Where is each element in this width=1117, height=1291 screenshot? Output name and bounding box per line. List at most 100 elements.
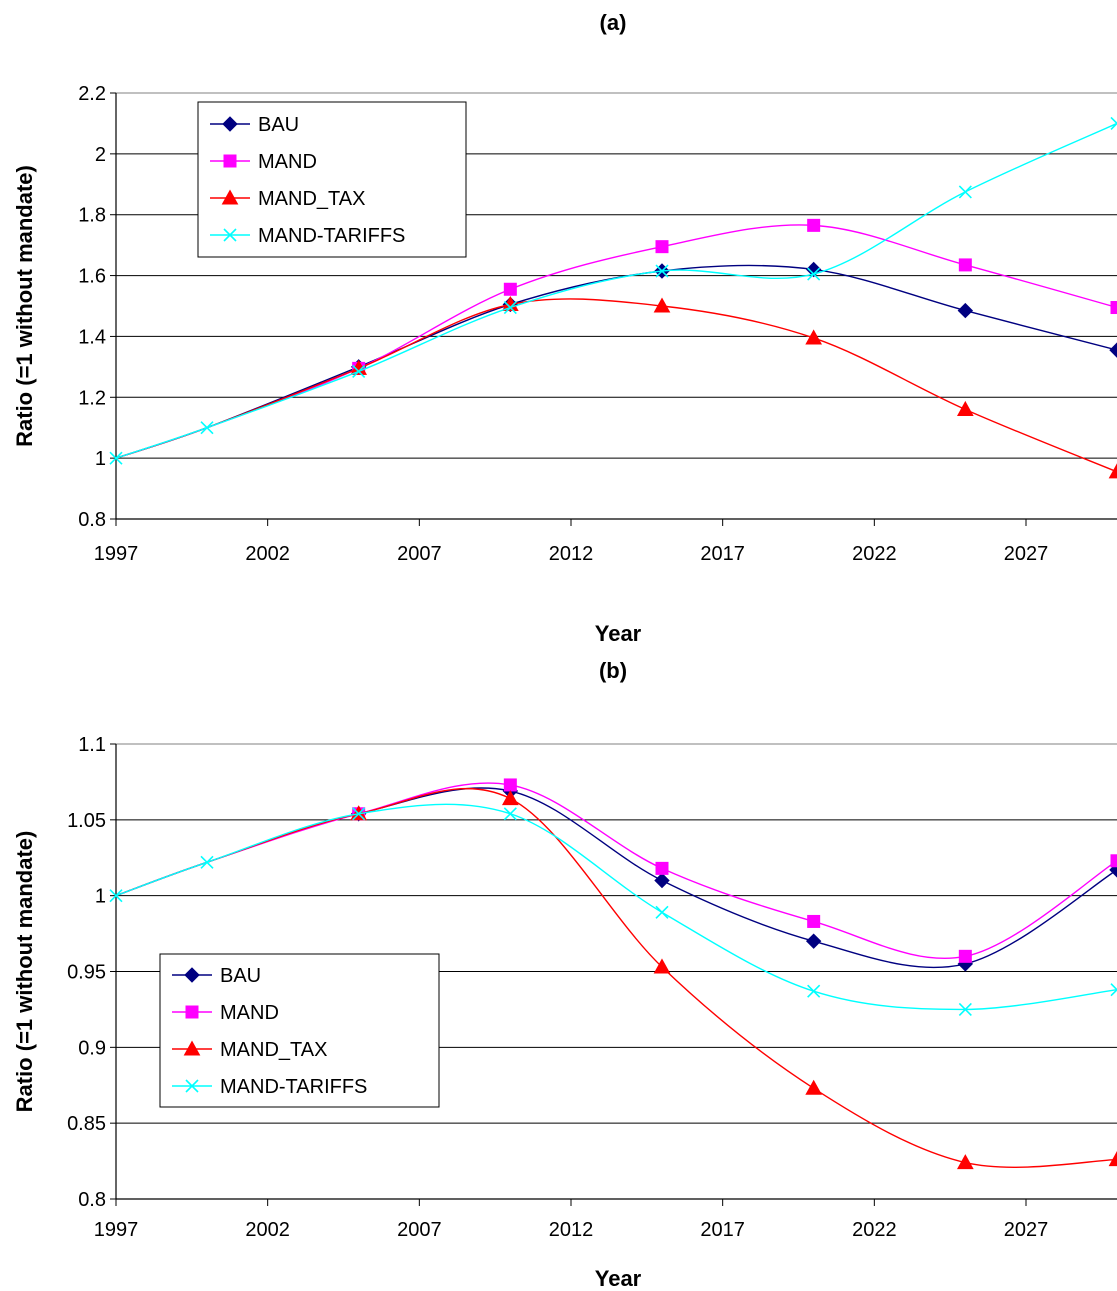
legend-marker <box>185 1005 199 1019</box>
data-point-stroke-a <box>1110 116 1117 125</box>
data-point <box>653 958 671 974</box>
y-tick-label: 1.8 <box>78 205 106 227</box>
series-line-bau <box>115 787 1117 969</box>
data-point <box>1110 301 1117 315</box>
y-axis-title: Ratio (=1 without mandate) <box>12 831 37 1113</box>
data-point <box>807 914 821 928</box>
data-point-stroke-b <box>352 807 366 821</box>
data-point <box>352 364 366 378</box>
data-point-stroke-b <box>958 185 972 199</box>
data-point <box>655 861 669 875</box>
series-bau <box>115 783 1117 972</box>
legend: BAU MAND MAND_TAX MAND-TARIFFS <box>197 101 467 258</box>
x-tick-label: 2017 <box>700 1219 745 1241</box>
data-point <box>805 1079 823 1095</box>
data-point-stroke-b <box>958 1002 972 1016</box>
y-axis-title: Ratio (=1 without mandate) <box>12 165 37 447</box>
x-tick-label: 2022 <box>852 1219 897 1241</box>
series-mand-tariffs <box>109 803 1117 1016</box>
x-tick-label: 2017 <box>700 543 745 565</box>
legend-marker <box>221 189 239 205</box>
data-point <box>109 451 123 465</box>
data-point-stroke-b <box>109 451 123 465</box>
data-point-stroke-b <box>655 264 669 278</box>
y-tick-label: 0.9 <box>78 1037 106 1059</box>
chart-title: (b) <box>599 658 627 683</box>
y-tick-label: 1 <box>95 886 106 908</box>
x-tick-label: 2002 <box>245 1219 290 1241</box>
data-point-stroke-b <box>200 421 214 435</box>
legend-label: BAU <box>258 114 299 136</box>
data-point <box>200 421 214 435</box>
data-point <box>352 807 366 821</box>
data-point <box>807 267 821 281</box>
data-point <box>1108 1151 1117 1167</box>
y-tick-label: 1.6 <box>78 266 106 288</box>
data-point <box>956 1154 974 1170</box>
data-point <box>1110 116 1117 130</box>
y-tick-label: 2.2 <box>78 83 106 105</box>
legend-marker <box>183 1040 201 1056</box>
legend: BAU MAND MAND_TAX MAND-TARIFFS <box>159 953 440 1108</box>
data-point <box>805 329 823 345</box>
data-point <box>956 400 974 416</box>
legend-box <box>159 953 440 1108</box>
x-axis-title: Year <box>595 1266 642 1291</box>
x-tick-label: 2027 <box>1004 543 1049 565</box>
data-point <box>1110 854 1117 868</box>
data-point <box>503 778 517 792</box>
x-tick-label: 2007 <box>397 1219 442 1241</box>
data-point <box>805 933 822 949</box>
data-point-stroke-b <box>503 300 517 315</box>
x-tick-label: 2002 <box>245 543 290 565</box>
legend-box <box>197 101 467 258</box>
series-mand-tariffs <box>109 116 1117 465</box>
y-tick-label: 1.1 <box>78 734 106 756</box>
data-point <box>654 872 670 889</box>
y-tick-label: 1.4 <box>78 326 106 348</box>
data-point-stroke-b <box>655 905 669 919</box>
data-point <box>1108 463 1117 479</box>
y-tick-label: 0.8 <box>78 509 106 531</box>
data-point <box>109 889 123 903</box>
legend-label: BAU <box>220 965 261 987</box>
legend-marker <box>223 154 237 168</box>
legend-marker-stroke-b <box>223 228 237 242</box>
x-tick-label: 2022 <box>852 543 897 565</box>
y-tick-label: 1 <box>95 448 106 470</box>
data-point <box>501 790 519 806</box>
data-point <box>958 185 972 199</box>
series-line-bau <box>115 264 1117 459</box>
series-line-mand-tariffs <box>115 122 1117 459</box>
data-point-stroke-a <box>1110 983 1117 991</box>
data-point <box>807 218 821 232</box>
series-mand <box>115 778 1117 963</box>
x-tick-label: 2012 <box>549 1219 594 1241</box>
legend-label: MAND <box>258 151 317 173</box>
series-bau <box>115 261 1117 459</box>
series-line-mand-tariffs <box>115 803 1117 1011</box>
legend-marker-stroke-b <box>185 1079 199 1093</box>
data-point <box>1110 983 1117 997</box>
data-point <box>957 302 974 319</box>
data-point <box>1109 342 1117 358</box>
y-tick-label: 0.95 <box>67 962 106 984</box>
x-axis-title: Year <box>595 621 642 646</box>
chart-title: (a) <box>600 10 627 35</box>
x-tick-label: 1997 <box>94 543 139 565</box>
data-point <box>655 240 669 254</box>
data-point <box>655 264 669 278</box>
series-line-mand_tax <box>115 298 1117 473</box>
data-point <box>503 807 517 821</box>
y-tick-label: 1.05 <box>67 810 106 832</box>
x-tick-label: 2027 <box>1004 1219 1049 1241</box>
data-point <box>958 258 972 272</box>
data-point <box>807 984 821 998</box>
data-point-stroke-b <box>352 364 366 378</box>
x-tick-label: 2007 <box>397 543 442 565</box>
data-point <box>503 282 517 296</box>
data-point-stroke-b <box>109 889 123 903</box>
legend-marker <box>184 967 200 983</box>
data-point-stroke-b <box>503 807 517 821</box>
